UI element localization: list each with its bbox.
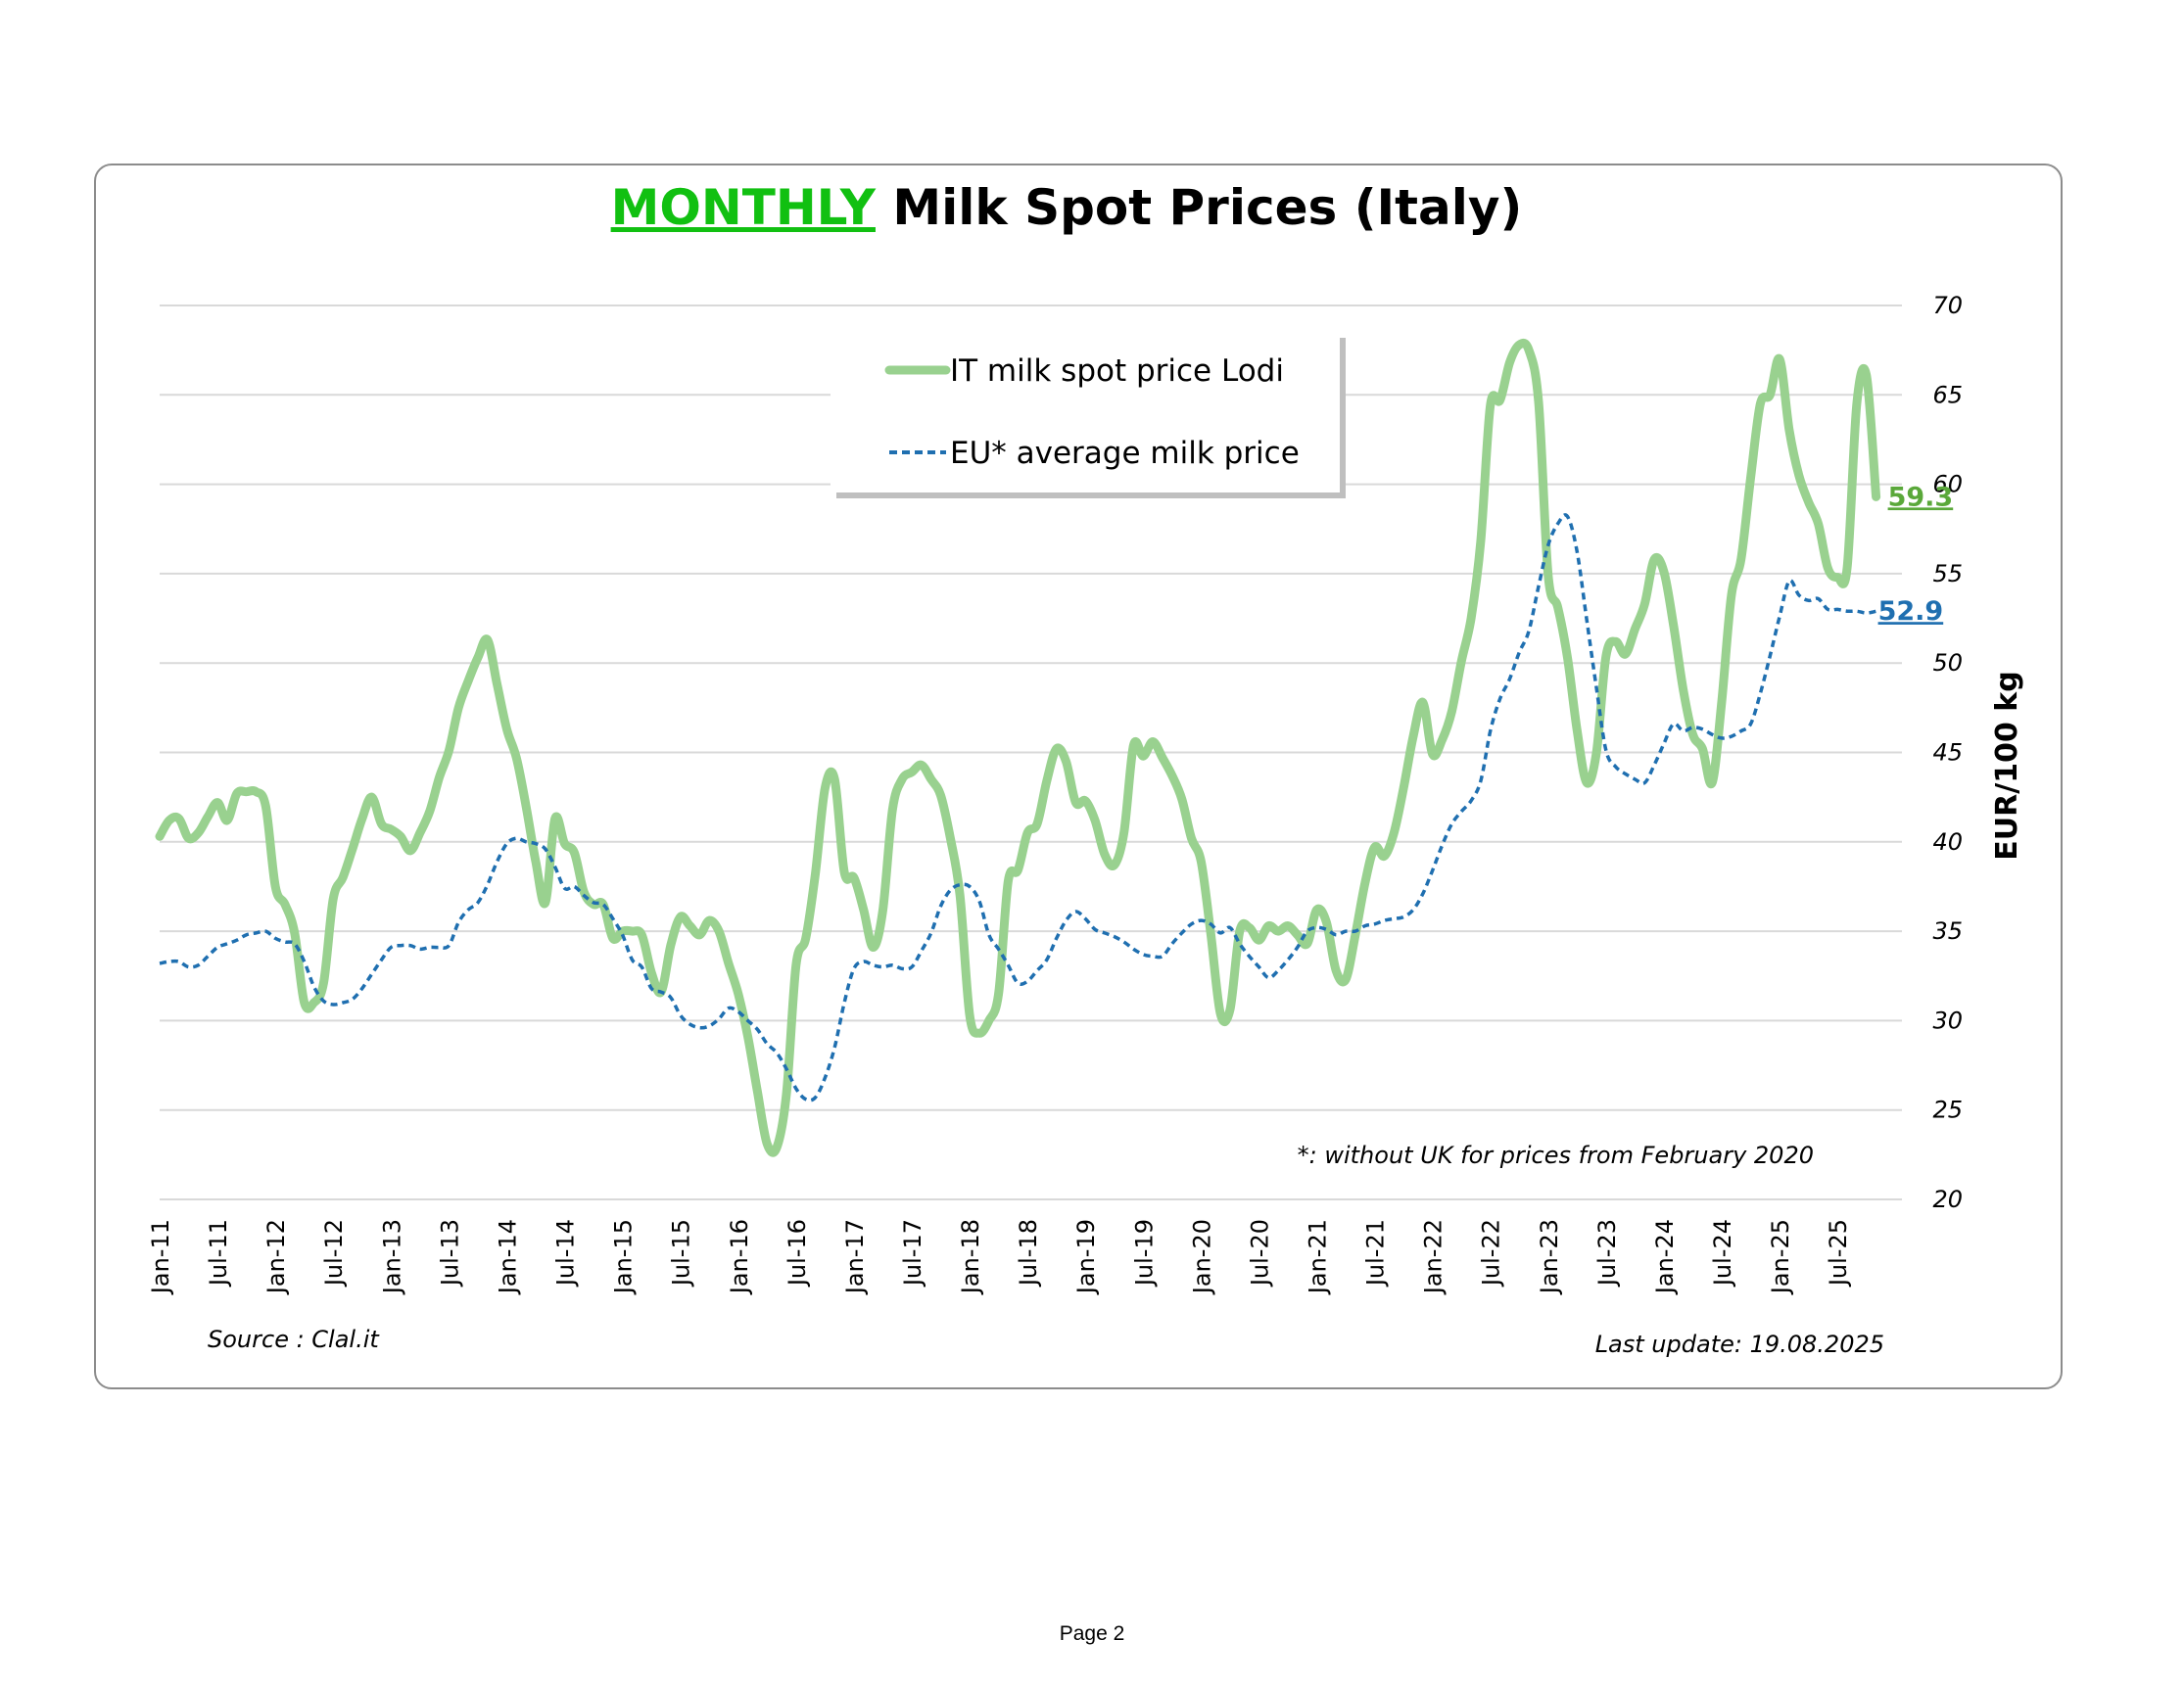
x-tick-label: Jul-20 [1246,1219,1273,1288]
end-label-it: 59.3 [1888,482,1954,512]
x-tick-label: Jul-21 [1362,1219,1390,1288]
y-tick-label: 50 [1932,649,1963,677]
x-tick-label: Jul-23 [1593,1219,1621,1288]
x-tick-label: Jul-18 [1015,1219,1042,1288]
x-tick-label: Jan-22 [1420,1219,1448,1295]
y-axis-ticks: 70 65 60 55 50 45 40 35 30 25 20 [1932,292,1963,1213]
x-tick-label: Jan-19 [1072,1219,1100,1295]
x-tick-label: Jan-16 [726,1219,753,1295]
end-label-eu: 52.9 [1878,596,1944,627]
y-tick-label: 70 [1932,292,1963,319]
y-tick-label: 45 [1932,739,1963,767]
x-tick-label: Jan-21 [1305,1219,1332,1295]
x-tick-label: Jan-13 [378,1219,405,1295]
x-tick-label: Jul-16 [783,1219,811,1288]
x-tick-label: Jan-24 [1651,1219,1679,1295]
x-tick-label: Jul-12 [320,1219,348,1288]
x-tick-label: Jan-17 [841,1219,869,1295]
end-labels: 59.3 52.9 [1878,482,1954,627]
x-tick-label: Jan-18 [957,1219,984,1295]
x-tick-label: Jul-22 [1478,1219,1505,1288]
x-tick-label: Jan-15 [610,1219,638,1295]
x-tick-label: Jul-13 [436,1219,463,1288]
y-axis-label: EUR/100 kg [1990,671,2024,860]
x-tick-label: Jan-11 [147,1219,174,1295]
x-tick-label: Jul-24 [1709,1219,1736,1288]
last-update-label: Last update: 19.08.2025 [1595,1331,1884,1358]
chart-title-rest: Milk Spot Prices (Italy) [876,179,1522,236]
x-tick-label: Jan-14 [494,1219,521,1295]
y-tick-label: 65 [1932,381,1963,408]
x-tick-label: Jan-25 [1767,1219,1794,1295]
legend-label-it: IT milk spot price Lodi [950,353,1284,389]
chart-title-highlight: MONTHLY [611,179,877,236]
y-tick-label: 25 [1932,1097,1963,1124]
series-layer [155,338,1881,1157]
x-tick-label: Jul-11 [205,1219,232,1288]
y-tick-label: 35 [1932,917,1963,945]
source-label: Source : Clal.it [208,1326,380,1353]
x-axis-ticks: Jan-11 Jul-11 Jan-12 Jul-12 Jan-13 Jul-13 Jan-… [147,1219,1852,1295]
legend-label-eu: EU* average milk price [950,436,1300,471]
y-tick-label: 60 [1932,471,1963,498]
y-tick-label: 55 [1932,560,1963,587]
gridlines [160,305,1902,1200]
x-tick-label: Jul-17 [899,1219,926,1288]
x-tick-label: Jan-20 [1188,1219,1215,1295]
x-tick-label: Jul-15 [668,1219,695,1288]
chart-title: MONTHLY Milk Spot Prices (Italy) [611,179,1523,236]
y-tick-label: 20 [1932,1186,1963,1213]
series-line-eu-average-milk-price [159,513,1877,1102]
footnote: *: without UK for prices from February 2… [1298,1142,1814,1169]
page-number: Page 2 [1059,1622,1125,1645]
legend: IT milk spot price Lodi EU* average milk… [831,332,1346,498]
x-tick-label: Jan-12 [262,1219,290,1295]
legend-box [831,332,1340,492]
y-tick-label: 40 [1932,828,1963,856]
x-tick-label: Jul-19 [1130,1219,1158,1288]
x-tick-label: Jul-25 [1825,1219,1852,1288]
series-line-it-milk-spot-price [155,338,1881,1157]
y-tick-label: 30 [1932,1007,1963,1034]
x-tick-label: Jan-23 [1536,1219,1563,1295]
x-tick-label: Jul-14 [552,1219,580,1288]
